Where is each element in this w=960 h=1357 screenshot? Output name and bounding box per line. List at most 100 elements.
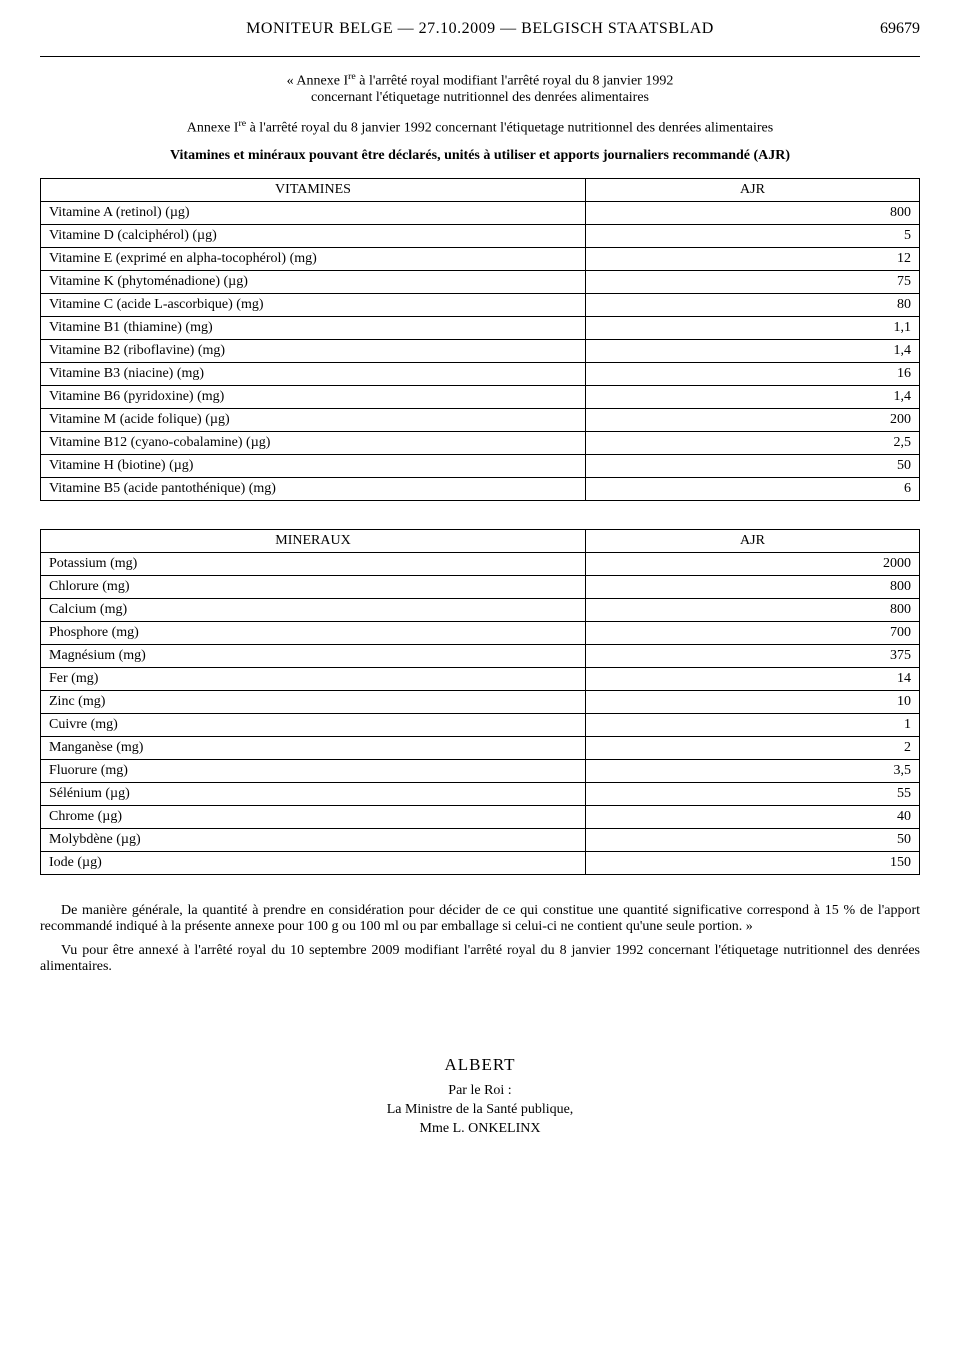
cell-value: 14 bbox=[585, 668, 919, 691]
header-title: MONITEUR BELGE — 27.10.2009 — BELGISCH S… bbox=[110, 20, 850, 38]
mineraux-table: MINERAUX AJR Potassium (mg)2000Chlorure … bbox=[40, 529, 920, 875]
table-row: Vitamine B5 (acide pantothénique) (mg)6 bbox=[41, 478, 920, 501]
table-row: Vitamine K (phytoménadione) (µg)75 bbox=[41, 271, 920, 294]
table-row: Vitamine E (exprimé en alpha-tocophérol)… bbox=[41, 248, 920, 271]
cell-value: 2 bbox=[585, 737, 919, 760]
footer-paragraph-2: Vu pour être annexé à l'arrêté royal du … bbox=[40, 943, 920, 975]
cell-value: 1,1 bbox=[585, 317, 919, 340]
cell-name: Vitamine A (retinol) (µg) bbox=[41, 202, 586, 225]
signature-minister-title: La Ministre de la Santé publique, bbox=[40, 1102, 920, 1118]
cell-name: Vitamine B6 (pyridoxine) (mg) bbox=[41, 386, 586, 409]
cell-value: 10 bbox=[585, 691, 919, 714]
intro-text: concernant l'étiquetage nutritionnel des… bbox=[311, 90, 649, 105]
cell-name: Vitamine D (calciphérol) (µg) bbox=[41, 225, 586, 248]
superscript: re bbox=[348, 71, 356, 82]
vitamines-table: VITAMINES AJR Vitamine A (retinol) (µg)8… bbox=[40, 178, 920, 501]
cell-name: Vitamine B12 (cyano-cobalamine) (µg) bbox=[41, 432, 586, 455]
table-row: Manganèse (mg)2 bbox=[41, 737, 920, 760]
cell-value: 50 bbox=[585, 829, 919, 852]
cell-name: Vitamine K (phytoménadione) (µg) bbox=[41, 271, 586, 294]
cell-value: 16 bbox=[585, 363, 919, 386]
table-row: Chlorure (mg)800 bbox=[41, 576, 920, 599]
cell-value: 1,4 bbox=[585, 340, 919, 363]
table-row: Vitamine A (retinol) (µg)800 bbox=[41, 202, 920, 225]
cell-value: 12 bbox=[585, 248, 919, 271]
col-header-val: AJR bbox=[585, 530, 919, 553]
cell-name: Calcium (mg) bbox=[41, 599, 586, 622]
cell-name: Molybdène (µg) bbox=[41, 829, 586, 852]
cell-value: 800 bbox=[585, 599, 919, 622]
col-header-val: AJR bbox=[585, 179, 919, 202]
intro-text: à l'arrêté royal du 8 janvier 1992 conce… bbox=[246, 120, 773, 135]
cell-name: Vitamine M (acide folique) (µg) bbox=[41, 409, 586, 432]
cell-name: Phosphore (mg) bbox=[41, 622, 586, 645]
intro-block: « Annexe Ire à l'arrêté royal modifiant … bbox=[120, 71, 840, 164]
cell-value: 6 bbox=[585, 478, 919, 501]
table-row: Vitamine B1 (thiamine) (mg)1,1 bbox=[41, 317, 920, 340]
signature-minister-name: Mme L. ONKELINX bbox=[40, 1121, 920, 1137]
page-number: 69679 bbox=[850, 20, 920, 38]
cell-name: Fer (mg) bbox=[41, 668, 586, 691]
cell-name: Vitamine B5 (acide pantothénique) (mg) bbox=[41, 478, 586, 501]
cell-name: Chlorure (mg) bbox=[41, 576, 586, 599]
cell-name: Vitamine B1 (thiamine) (mg) bbox=[41, 317, 586, 340]
table-row: Vitamine M (acide folique) (µg)200 bbox=[41, 409, 920, 432]
superscript: re bbox=[238, 118, 246, 129]
cell-name: Vitamine B2 (riboflavine) (mg) bbox=[41, 340, 586, 363]
cell-value: 800 bbox=[585, 202, 919, 225]
cell-value: 800 bbox=[585, 576, 919, 599]
cell-name: Chrome (µg) bbox=[41, 806, 586, 829]
cell-name: Vitamine C (acide L-ascorbique) (mg) bbox=[41, 294, 586, 317]
cell-value: 50 bbox=[585, 455, 919, 478]
cell-value: 150 bbox=[585, 852, 919, 875]
table-row: Calcium (mg)800 bbox=[41, 599, 920, 622]
cell-value: 375 bbox=[585, 645, 919, 668]
table-row: Fer (mg)14 bbox=[41, 668, 920, 691]
intro-text: Annexe I bbox=[187, 120, 239, 135]
cell-name: Zinc (mg) bbox=[41, 691, 586, 714]
signature-king: ALBERT bbox=[40, 1055, 920, 1075]
footer-paragraph-1: De manière générale, la quantité à prend… bbox=[40, 903, 920, 935]
cell-value: 80 bbox=[585, 294, 919, 317]
cell-name: Vitamine E (exprimé en alpha-tocophérol)… bbox=[41, 248, 586, 271]
table-row: Vitamine B12 (cyano-cobalamine) (µg)2,5 bbox=[41, 432, 920, 455]
intro-line-3: Vitamines et minéraux pouvant être décla… bbox=[120, 148, 840, 164]
cell-name: Vitamine H (biotine) (µg) bbox=[41, 455, 586, 478]
table-row: Phosphore (mg)700 bbox=[41, 622, 920, 645]
intro-text: « Annexe I bbox=[287, 74, 348, 89]
cell-name: Potassium (mg) bbox=[41, 553, 586, 576]
table-row: Vitamine D (calciphérol) (µg)5 bbox=[41, 225, 920, 248]
table-row: Sélénium (µg)55 bbox=[41, 783, 920, 806]
table-row: Chrome (µg)40 bbox=[41, 806, 920, 829]
cell-value: 1,4 bbox=[585, 386, 919, 409]
cell-value: 200 bbox=[585, 409, 919, 432]
cell-name: Sélénium (µg) bbox=[41, 783, 586, 806]
table-row: Magnésium (mg)375 bbox=[41, 645, 920, 668]
intro-text: à l'arrêté royal modifiant l'arrêté roya… bbox=[356, 74, 674, 89]
table-row: Cuivre (mg)1 bbox=[41, 714, 920, 737]
intro-line-2: Annexe Ire à l'arrêté royal du 8 janvier… bbox=[120, 118, 840, 137]
table-header-row: MINERAUX AJR bbox=[41, 530, 920, 553]
page-header: MONITEUR BELGE — 27.10.2009 — BELGISCH S… bbox=[40, 20, 920, 38]
intro-line-1: « Annexe Ire à l'arrêté royal modifiant … bbox=[120, 71, 840, 106]
cell-name: Fluorure (mg) bbox=[41, 760, 586, 783]
table-row: Potassium (mg)2000 bbox=[41, 553, 920, 576]
cell-value: 75 bbox=[585, 271, 919, 294]
cell-value: 2,5 bbox=[585, 432, 919, 455]
cell-value: 5 bbox=[585, 225, 919, 248]
cell-value: 40 bbox=[585, 806, 919, 829]
signature-block: ALBERT Par le Roi : La Ministre de la Sa… bbox=[40, 1055, 920, 1137]
cell-value: 1 bbox=[585, 714, 919, 737]
signature-byking: Par le Roi : bbox=[40, 1083, 920, 1099]
cell-name: Iode (µg) bbox=[41, 852, 586, 875]
cell-name: Cuivre (mg) bbox=[41, 714, 586, 737]
table-row: Vitamine B3 (niacine) (mg)16 bbox=[41, 363, 920, 386]
cell-value: 55 bbox=[585, 783, 919, 806]
table-row: Fluorure (mg)3,5 bbox=[41, 760, 920, 783]
cell-name: Magnésium (mg) bbox=[41, 645, 586, 668]
table-row: Vitamine B6 (pyridoxine) (mg)1,4 bbox=[41, 386, 920, 409]
header-rule bbox=[40, 56, 920, 57]
table-row: Zinc (mg)10 bbox=[41, 691, 920, 714]
table-row: Molybdène (µg)50 bbox=[41, 829, 920, 852]
cell-name: Manganèse (mg) bbox=[41, 737, 586, 760]
